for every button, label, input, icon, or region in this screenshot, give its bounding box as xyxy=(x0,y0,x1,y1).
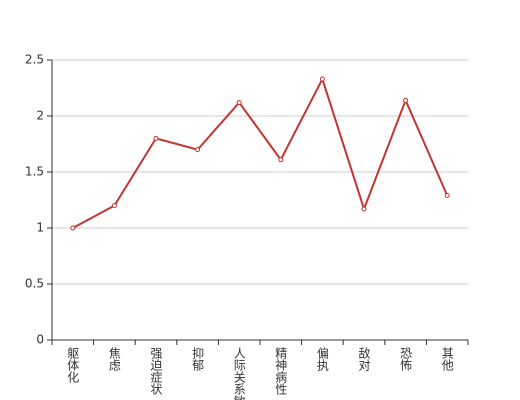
point xyxy=(70,225,76,231)
point xyxy=(195,147,201,153)
x-tick-label: 恐怖 xyxy=(399,347,413,371)
x-tick-label: 人际关系敏感 xyxy=(232,347,246,400)
x-tick-label: 抑郁 xyxy=(191,346,205,372)
point xyxy=(361,206,367,212)
y-tick-label: 0.5 xyxy=(25,277,44,291)
x-tick-label: 焦虑 xyxy=(107,347,121,371)
x-tick-label: 敌对 xyxy=(357,346,371,371)
point xyxy=(278,157,284,163)
y-tick-label: 1 xyxy=(36,221,44,235)
line xyxy=(72,76,449,229)
point xyxy=(236,100,242,106)
y-tick-label: 1.5 xyxy=(25,165,44,179)
point xyxy=(319,76,325,82)
x-tick-label: 偏执 xyxy=(315,346,329,372)
x-tick-label: 精神病性 xyxy=(274,347,288,396)
point xyxy=(444,193,450,199)
point xyxy=(111,203,117,209)
point xyxy=(153,135,159,141)
point xyxy=(403,97,409,103)
x-tick-label: 躯体化 xyxy=(66,346,80,384)
y-tick-label: 0 xyxy=(36,333,44,347)
y-tick-label: 2.5 xyxy=(25,53,44,67)
x-tick-label: 其他 xyxy=(440,347,454,371)
x-tick-label: 强迫症状 xyxy=(149,347,163,395)
y-tick-label: 2 xyxy=(36,109,44,123)
